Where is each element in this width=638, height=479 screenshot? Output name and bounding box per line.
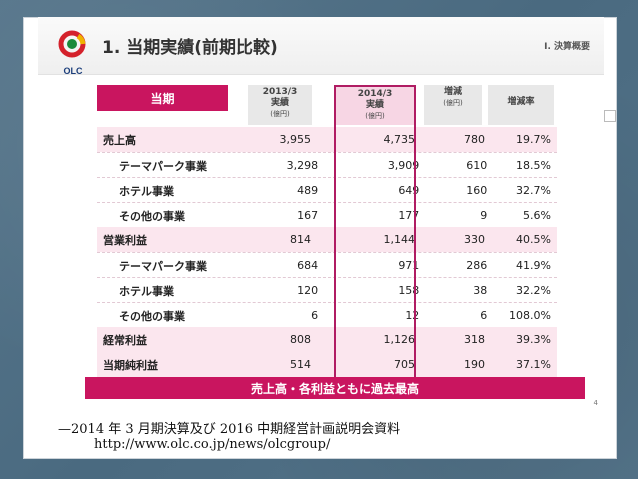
value-2013: 684	[297, 259, 319, 272]
value-change: 160	[466, 184, 488, 197]
table-row: テーマパーク事業 3,298 3,909 610 18.5%	[97, 152, 557, 178]
value-rate: 41.9%	[516, 259, 551, 272]
value-2013: 167	[297, 209, 319, 222]
section-label: Ⅰ. 決算概要	[544, 42, 590, 52]
value-2014: 12	[405, 309, 420, 322]
table-row: テーマパーク事業 684 971 286 41.9%	[97, 252, 557, 278]
table-row: その他の事業 6 12 6 108.0%	[97, 302, 557, 328]
value-rate: 18.5%	[516, 159, 551, 172]
caption: —2014 年 3 月期決算及び 2016 中期経営計画説明会資料	[58, 422, 401, 437]
value-2014: 158	[398, 284, 420, 297]
value-2013: 489	[297, 184, 319, 197]
col-header-unit: (億円)	[270, 110, 290, 118]
value-rate: 32.7%	[516, 184, 551, 197]
slide: OLC 1. 当期実績(前期比較) Ⅰ. 決算概要 当期 2013/3 実績 (…	[38, 17, 604, 412]
record-banner: 売上高・各利益ともに過去最高	[85, 377, 585, 399]
col-header-line2: 実績	[365, 100, 384, 110]
value-rate: 37.1%	[516, 358, 551, 371]
row-label: 経常利益	[103, 333, 147, 347]
table-row: ホテル事業 489 649 160 32.7%	[97, 177, 557, 203]
col-header-change: 増減 (億円)	[424, 85, 482, 125]
value-2014: 4,735	[383, 133, 416, 146]
table-row: 営業利益 814 1,144 330 40.5%	[97, 227, 557, 252]
value-2014: 705	[394, 358, 415, 371]
row-label: ホテル事業	[119, 284, 174, 298]
row-label: 営業利益	[103, 233, 147, 247]
col-header-2013: 2013/3 実績 (億円)	[248, 85, 312, 125]
col-header-rate: 増減率	[488, 85, 554, 125]
value-2014: 3,909	[387, 159, 420, 172]
value-change: 610	[466, 159, 488, 172]
table-row: その他の事業 167 177 9 5.6%	[97, 202, 557, 228]
value-2014: 649	[398, 184, 420, 197]
table-row: 経常利益 808 1,126 318 39.3%	[97, 327, 557, 352]
col-header-line2: 実績	[270, 98, 289, 108]
value-2013: 3,955	[279, 133, 312, 146]
col-header-line1: 2014/3	[357, 89, 393, 99]
value-rate: 39.3%	[516, 333, 551, 346]
row-label: 当期純利益	[103, 358, 158, 372]
scroll-grip-icon	[604, 110, 616, 122]
value-rate: 108.0%	[509, 309, 551, 322]
row-label: その他の事業	[119, 209, 185, 223]
value-change: 318	[464, 333, 485, 346]
value-2014: 1,126	[383, 333, 416, 346]
value-2014: 971	[398, 259, 420, 272]
value-2013: 808	[290, 333, 311, 346]
value-change: 9	[480, 209, 488, 222]
row-label: 売上高	[103, 133, 136, 147]
table-row: 当期純利益 514 705 190 37.1%	[97, 352, 557, 377]
col-header-2014: 2014/3 実績 (億円)	[334, 85, 416, 125]
row-label: その他の事業	[119, 309, 185, 323]
value-2013: 3,298	[286, 159, 319, 172]
value-rate: 40.5%	[516, 233, 551, 246]
table-row: 売上高 3,955 4,735 780 19.7%	[97, 127, 557, 152]
value-2013: 814	[290, 233, 311, 246]
col-header-unit: (億円)	[365, 112, 385, 120]
value-2014: 177	[398, 209, 420, 222]
period-header: 当期	[97, 85, 228, 111]
logo-text: OLC	[63, 66, 83, 76]
row-label: テーマパーク事業	[119, 159, 207, 173]
value-rate: 5.6%	[523, 209, 551, 222]
slide-header: OLC 1. 当期実績(前期比較) Ⅰ. 決算概要	[38, 17, 604, 76]
slide-title: 1. 当期実績(前期比較)	[102, 38, 278, 58]
value-2013: 514	[290, 358, 311, 371]
col-header-unit: (億円)	[443, 99, 463, 107]
value-2013: 120	[297, 284, 319, 297]
value-2014: 1,144	[383, 233, 416, 246]
value-change: 286	[466, 259, 488, 272]
row-label: テーマパーク事業	[119, 259, 207, 273]
olc-logo-icon: OLC	[52, 30, 96, 76]
page-number: 4	[593, 399, 598, 407]
col-header-line1: 増減	[443, 87, 462, 97]
value-change: 780	[464, 133, 485, 146]
value-rate: 32.2%	[516, 284, 551, 297]
value-rate: 19.7%	[516, 133, 551, 146]
value-change: 38	[473, 284, 488, 297]
value-change: 330	[464, 233, 485, 246]
value-change: 6	[480, 309, 488, 322]
col-header-line1: 増減率	[507, 97, 535, 107]
value-2013: 6	[311, 309, 319, 322]
row-label: ホテル事業	[119, 184, 174, 198]
col-header-line1: 2013/3	[262, 87, 298, 97]
source-url[interactable]: http://www.olc.co.jp/news/olcgroup/	[94, 437, 331, 452]
value-change: 190	[464, 358, 485, 371]
table-row: ホテル事業 120 158 38 32.2%	[97, 277, 557, 303]
